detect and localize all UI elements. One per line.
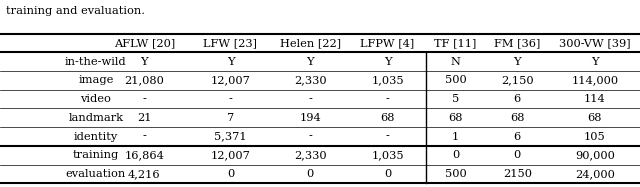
Text: Y: Y [307, 57, 314, 67]
Text: landmark: landmark [68, 113, 124, 123]
Text: training and evaluation.: training and evaluation. [6, 6, 145, 16]
Text: 6: 6 [514, 131, 521, 142]
Text: 2,330: 2,330 [294, 150, 326, 160]
Text: 68: 68 [588, 113, 602, 123]
Text: 0: 0 [384, 169, 391, 179]
Text: Y: Y [227, 57, 234, 67]
Text: 68: 68 [380, 113, 395, 123]
Text: -: - [386, 131, 390, 142]
Text: 2,150: 2,150 [501, 75, 534, 85]
Text: 5: 5 [452, 94, 460, 104]
Text: 194: 194 [300, 113, 321, 123]
Text: -: - [386, 94, 390, 104]
Text: identity: identity [74, 131, 118, 142]
Text: image: image [78, 75, 113, 85]
Text: Y: Y [384, 57, 392, 67]
Text: Y: Y [513, 57, 521, 67]
Text: 12,007: 12,007 [211, 150, 250, 160]
Text: LFW [23]: LFW [23] [204, 38, 257, 48]
Text: LFPW [4]: LFPW [4] [360, 38, 415, 48]
Text: 6: 6 [514, 94, 521, 104]
Text: 21,080: 21,080 [124, 75, 164, 85]
Text: 1,035: 1,035 [371, 75, 404, 85]
Text: 68: 68 [510, 113, 525, 123]
Text: video: video [81, 94, 111, 104]
Text: 68: 68 [449, 113, 463, 123]
Text: 1: 1 [452, 131, 460, 142]
Text: 21: 21 [137, 113, 152, 123]
Text: FM [36]: FM [36] [494, 38, 540, 48]
Text: TF [11]: TF [11] [435, 38, 477, 48]
Text: 2150: 2150 [503, 169, 532, 179]
Text: -: - [308, 131, 312, 142]
Text: 114: 114 [584, 94, 605, 104]
Text: Y: Y [140, 57, 148, 67]
Text: -: - [228, 94, 232, 104]
Text: -: - [142, 94, 146, 104]
Text: 500: 500 [445, 169, 467, 179]
Text: 0: 0 [452, 150, 460, 160]
Text: 7: 7 [227, 113, 234, 123]
Text: 16,864: 16,864 [124, 150, 164, 160]
Text: 0: 0 [307, 169, 314, 179]
Text: evaluation: evaluation [66, 169, 126, 179]
Text: training: training [73, 150, 119, 160]
Text: in-the-wild: in-the-wild [65, 57, 127, 67]
Text: -: - [142, 131, 146, 142]
Text: AFLW [20]: AFLW [20] [114, 38, 175, 48]
Text: 500: 500 [445, 75, 467, 85]
Text: 300-VW [39]: 300-VW [39] [559, 38, 630, 48]
Text: 5,371: 5,371 [214, 131, 247, 142]
Text: 24,000: 24,000 [575, 169, 614, 179]
Text: 105: 105 [584, 131, 605, 142]
Text: 2,330: 2,330 [294, 75, 326, 85]
Text: N: N [451, 57, 461, 67]
Text: 12,007: 12,007 [211, 75, 250, 85]
Text: Helen [22]: Helen [22] [280, 38, 340, 48]
Text: 90,000: 90,000 [575, 150, 614, 160]
Text: 0: 0 [514, 150, 521, 160]
Text: 0: 0 [227, 169, 234, 179]
Text: 4,216: 4,216 [128, 169, 161, 179]
Text: -: - [308, 94, 312, 104]
Text: Y: Y [591, 57, 598, 67]
Text: 1,035: 1,035 [371, 150, 404, 160]
Text: 114,000: 114,000 [572, 75, 618, 85]
